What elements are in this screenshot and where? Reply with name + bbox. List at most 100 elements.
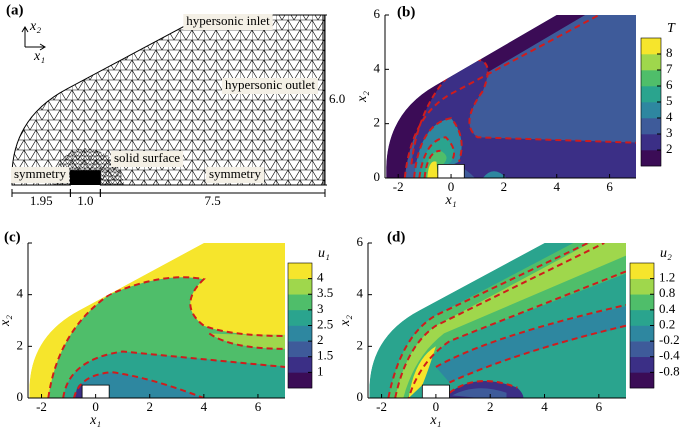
x-tick-label: -2: [393, 179, 404, 194]
contour-region: [427, 161, 438, 178]
annotation: hypersonic inlet: [186, 13, 270, 28]
colorbar-tick-label: 0.2: [659, 316, 675, 331]
x-tick-label: 4: [553, 179, 560, 194]
colorbar-tick-label: 5: [666, 93, 673, 108]
colorbar-swatch: [288, 325, 312, 342]
x-tick-label: 0: [433, 399, 440, 414]
colorbar-swatch: [630, 309, 654, 326]
axis-glyph: [21, 26, 46, 51]
colorbar-swatch: [641, 54, 661, 71]
contour-line: [62, 350, 286, 398]
contour-line: [449, 324, 626, 384]
colorbar-swatch: [641, 102, 661, 119]
panel-label-background: [385, 229, 408, 247]
solid-body: [70, 170, 101, 185]
x-tick-label: 2: [501, 179, 508, 194]
colorbar-swatch: [641, 134, 661, 151]
panel-label: (d): [387, 229, 405, 245]
contour-field: [29, 243, 286, 398]
y-tick-label: 6: [357, 234, 364, 249]
y-tick-label: 6: [374, 6, 381, 21]
colorbar-swatch: [630, 341, 654, 358]
panel-label: (b): [397, 4, 415, 20]
axis-glyph-label: x₁: [33, 49, 45, 64]
annotation-background: [11, 167, 69, 183]
colorbar-tick-label: -0.4: [659, 348, 680, 363]
colorbar-swatch: [288, 341, 312, 358]
y-axis-label: x₂: [338, 315, 353, 327]
axis-glyph-label: x₂: [29, 19, 41, 34]
contour-field: [386, 15, 636, 178]
colorbar-tick-label: -0.2: [659, 332, 680, 347]
annotation-background: [183, 14, 273, 30]
x-tick-label: 6: [255, 399, 262, 414]
x-axis-label: x₁: [445, 193, 457, 208]
colorbar-tick-label: 1.5: [317, 348, 333, 363]
contour-line: [407, 270, 626, 398]
contour-region: [75, 383, 83, 398]
contour-region: [435, 305, 626, 383]
colorbar-swatch: [630, 278, 654, 295]
mesh-refined: [52, 148, 125, 185]
colorbar-tick-label: 2.5: [317, 316, 333, 331]
contour-line: [435, 304, 626, 368]
colorbar-tick-label: 3.5: [317, 285, 333, 300]
colorbar-swatch: [641, 118, 661, 135]
colorbar-swatch: [630, 294, 654, 311]
panel-label-background: [395, 4, 418, 22]
panel-label-background: [2, 229, 23, 247]
colorbar-tick-label: 8: [666, 45, 673, 60]
colorbar-swatch: [630, 356, 654, 373]
annotation-background: [222, 78, 318, 94]
colorbar-swatch: [630, 372, 654, 389]
contour-line: [73, 371, 205, 398]
x-tick-label: 2: [487, 399, 494, 414]
contour-field: [369, 243, 626, 398]
colorbar-swatch: [288, 372, 312, 389]
colorbar-tick-label: 1.2: [659, 270, 675, 285]
colorbar-swatch: [288, 278, 312, 295]
x-tick-label: 6: [606, 179, 613, 194]
contour-line: [423, 149, 441, 178]
colorbar-tick-label: 7: [666, 61, 673, 76]
annotation: symmetry: [14, 166, 66, 181]
contour-region: [482, 171, 507, 178]
colorbar-title: u₂: [660, 246, 672, 261]
y-tick-label: 2: [17, 337, 24, 352]
panel-label: (a): [6, 2, 24, 18]
colorbar-tick-label: 6: [666, 77, 673, 92]
x-axis-label: x₁: [89, 413, 101, 428]
y-axis-label: x₂: [0, 315, 13, 327]
colorbar-swatch: [288, 356, 312, 373]
y-tick-label: 0: [357, 389, 364, 404]
y-tick-label: 0: [374, 169, 381, 184]
contour-line: [47, 276, 286, 398]
y-tick-label: 2: [357, 337, 364, 352]
y-tick-label: 4: [374, 60, 381, 75]
colorbar-tick-label: 0.4: [659, 301, 676, 316]
colorbar-swatch: [630, 325, 654, 342]
contour-line: [418, 136, 456, 178]
colorbar-title: T: [667, 21, 676, 36]
x-axis-label: x₁: [429, 413, 441, 428]
colorbar-tick-label: 2: [666, 141, 673, 156]
contour-region: [209, 333, 286, 349]
annotation: symmetry: [209, 166, 261, 181]
colorbar-tick-label: 3: [666, 125, 673, 140]
x-tick-label: 4: [201, 399, 208, 414]
colorbar-tick-label: 2: [317, 332, 324, 347]
contour-line: [387, 243, 589, 398]
colorbar-tick-label: 1: [317, 363, 324, 378]
contour-region: [395, 243, 626, 398]
y-axis-label: x₂: [355, 91, 370, 103]
x-tick-label: 6: [596, 399, 603, 414]
colorbar-swatch: [288, 263, 312, 279]
colorbar-tick-label: 0.8: [659, 285, 675, 300]
colorbar-swatch: [288, 309, 312, 326]
y-tick-label: 2: [374, 115, 381, 130]
x-tick-label: -2: [376, 399, 387, 414]
colorbar-tick-label: -0.8: [659, 363, 680, 378]
contour-line: [448, 380, 518, 394]
